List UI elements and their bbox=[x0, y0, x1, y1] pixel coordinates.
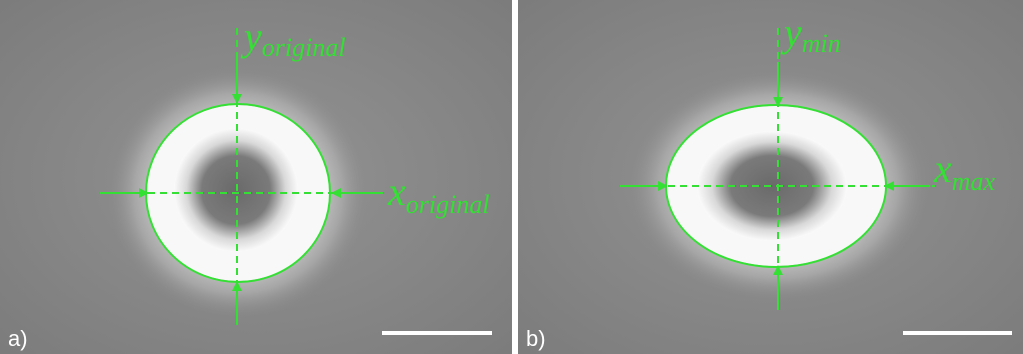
figure: yoriginal xoriginal a) ymin xmax b) bbox=[0, 0, 1023, 354]
panel-b: ymin xmax b) bbox=[518, 0, 1023, 354]
panel-label: b) bbox=[526, 326, 546, 351]
panel-a: yoriginal xoriginal a) bbox=[0, 0, 512, 354]
panel-label: a) bbox=[8, 326, 28, 351]
